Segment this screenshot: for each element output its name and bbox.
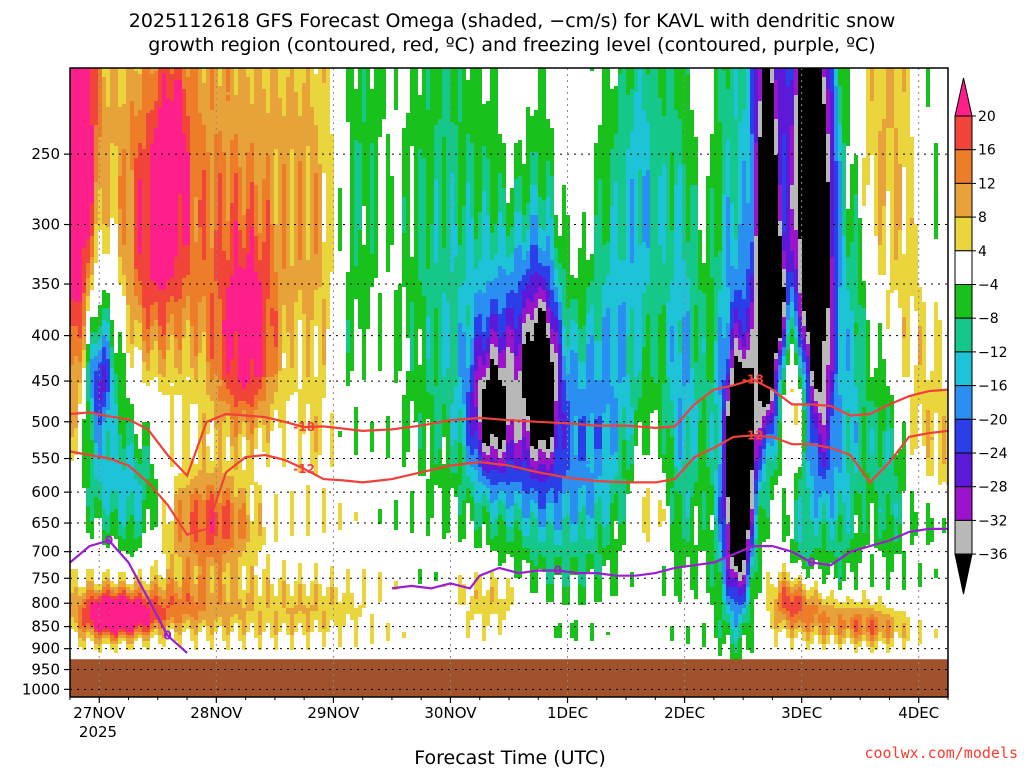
y-tick-label: 600 bbox=[31, 483, 60, 501]
colorbar-top-arrow bbox=[954, 77, 973, 117]
freezing-level-contour-label: 0 bbox=[163, 629, 171, 643]
colorbar-swatch bbox=[954, 351, 973, 387]
colorbar-tick-label: 4 bbox=[978, 244, 987, 260]
colorbar-swatch bbox=[954, 149, 973, 184]
colorbar-tick-label: −12 bbox=[978, 345, 1008, 361]
colorbar-swatch bbox=[954, 250, 973, 286]
x-tick-label: 30NOV bbox=[424, 704, 477, 722]
y-tick-label: 650 bbox=[31, 514, 60, 532]
y-tick-label: 250 bbox=[31, 145, 60, 163]
colorbar: 20 16 12 8 4 −4 −8 −12 −16 −20 −24 −28 −32 −36 bbox=[954, 77, 1008, 595]
y-tick-label: 900 bbox=[31, 640, 60, 658]
y-axis: 250 300 350 400 450 500 550 600 650 700 750 800 850 9… bbox=[22, 145, 70, 698]
y-tick-label: 800 bbox=[31, 594, 60, 612]
dgz-contour bbox=[70, 378, 948, 478]
colorbar-swatch bbox=[954, 284, 973, 319]
x-tick-label: 27NOV bbox=[73, 704, 126, 722]
colorbar-swatch bbox=[954, 452, 973, 488]
colorbar-swatch bbox=[954, 115, 973, 151]
terrain-layer bbox=[70, 659, 948, 697]
chart-title-line-2: growth region (contoured, red, ºC) and f… bbox=[148, 34, 875, 56]
y-tick-label: 300 bbox=[31, 216, 60, 234]
colorbar-swatch bbox=[954, 385, 973, 420]
contour-lines: -18 -18 -12 -12 0 0 0 0 bbox=[70, 372, 948, 654]
dgz-contour-label: -18 bbox=[742, 372, 764, 386]
dgz-contour-label: -18 bbox=[293, 420, 315, 434]
terrain-surface bbox=[70, 659, 948, 697]
x-year-label: 2025 bbox=[79, 723, 117, 741]
y-tick-label: 500 bbox=[31, 413, 60, 431]
freezing-level-contour bbox=[70, 539, 188, 654]
colorbar-swatch bbox=[954, 486, 973, 521]
credit-text: coolwx.com/models bbox=[864, 744, 1018, 762]
y-tick-label: 850 bbox=[31, 618, 60, 636]
colorbar-tick-label: 20 bbox=[978, 109, 996, 125]
colorbar-swatch bbox=[954, 182, 973, 218]
colorbar-tick-label: −36 bbox=[978, 547, 1008, 563]
freezing-level-contour-label: 0 bbox=[807, 556, 815, 570]
x-tick-label: 1DEC bbox=[547, 704, 588, 722]
colorbar-tick-label: −8 bbox=[978, 311, 999, 327]
y-tick-label: 950 bbox=[31, 661, 60, 679]
dgz-contour bbox=[70, 429, 948, 536]
dgz-contour-label: -12 bbox=[742, 428, 764, 442]
colorbar-bottom-arrow bbox=[954, 553, 973, 595]
colorbar-swatch bbox=[954, 317, 973, 353]
chart-title-line-1: 2025112618 GFS Forecast Omega (shaded, −… bbox=[129, 10, 896, 32]
colorbar-tick-label: −20 bbox=[978, 412, 1008, 428]
colorbar-tick-label: 16 bbox=[978, 143, 996, 159]
x-axis-label: Forecast Time (UTC) bbox=[414, 747, 605, 768]
y-tick-label: 1000 bbox=[22, 680, 60, 698]
y-tick-label: 750 bbox=[31, 569, 60, 587]
colorbar-tick-label: −24 bbox=[978, 446, 1008, 462]
x-tick-label: 29NOV bbox=[307, 704, 360, 722]
colorbar-swatch bbox=[954, 519, 973, 555]
y-tick-label: 400 bbox=[31, 327, 60, 345]
dgz-contour-label: -12 bbox=[293, 462, 315, 476]
colorbar-tick-label: −4 bbox=[978, 278, 999, 294]
x-tick-label: 2DEC bbox=[664, 704, 705, 722]
colorbar-tick-label: −16 bbox=[978, 379, 1008, 395]
colorbar-tick-label: 12 bbox=[978, 176, 996, 192]
x-tick-label: 4DEC bbox=[898, 704, 939, 722]
colorbar-swatch bbox=[954, 216, 973, 252]
colorbar-tick-label: −32 bbox=[978, 513, 1008, 529]
y-tick-label: 550 bbox=[31, 450, 60, 468]
x-axis: 27NOV 28NOV 29NOV 30NOV 1DEC 2DEC 3DEC 4DEC bbox=[69, 697, 949, 722]
y-tick-label: 350 bbox=[31, 275, 60, 293]
x-tick-label: 3DEC bbox=[781, 704, 822, 722]
x-tick-label: 28NOV bbox=[190, 704, 243, 722]
freezing-level-contour-label: 0 bbox=[105, 533, 113, 547]
y-tick-label: 450 bbox=[31, 372, 60, 390]
colorbar-tick-label: 8 bbox=[978, 210, 987, 226]
freezing-level-contour bbox=[391, 527, 948, 590]
freezing-level-contour-label: 0 bbox=[554, 563, 562, 577]
colorbar-tick-label: −28 bbox=[978, 480, 1008, 496]
colorbar-swatch bbox=[954, 418, 973, 454]
y-tick-label: 700 bbox=[31, 543, 60, 561]
